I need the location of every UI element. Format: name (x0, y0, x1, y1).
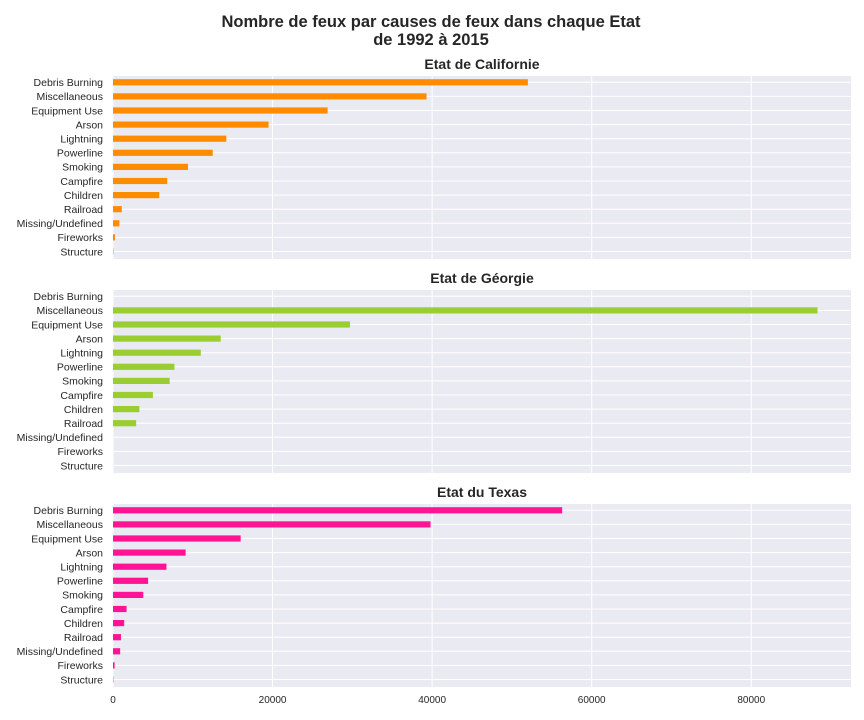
bar-2-campfire (113, 391, 153, 399)
y-tick-label-2-smoking: Smoking (62, 376, 103, 388)
bar-3-fireworks (113, 662, 115, 669)
bar-2-smoking (113, 377, 170, 384)
bar-1-railroad (113, 206, 122, 213)
y-tick-label-3-fireworks: Fireworks (57, 660, 103, 672)
y-tick-label-3-railroad: Railroad (64, 632, 103, 644)
y-tick-label-2-structure: Structure (60, 460, 103, 472)
bar-2-railroad (113, 420, 137, 427)
plot-area-2 (113, 290, 851, 473)
chart-title-line-1: Nombre de feux par causes de feux dans c… (221, 13, 641, 31)
y-tick-label-3-campfire: Campfire (60, 604, 103, 616)
y-tick-label-2-children: Children (64, 404, 103, 416)
y-tick-label-1-fireworks: Fireworks (57, 232, 103, 244)
y-tick-label-2-campfire: Campfire (60, 390, 103, 402)
x-tick-label-4: 80000 (737, 695, 765, 706)
y-tick-label-2-debris-burning: Debris Burning (34, 291, 104, 303)
y-tick-label-1-campfire: Campfire (60, 176, 103, 188)
y-tick-label-1-structure: Structure (60, 246, 103, 258)
x-tick-label-3: 60000 (578, 695, 606, 706)
bar-2-arson (113, 335, 221, 342)
x-tick-label-1: 20000 (259, 695, 287, 706)
bar-3-children (113, 620, 125, 627)
panels: Debris Burning Miscellaneous Equipment Use… (17, 56, 851, 706)
panel-title-1: Etat de Californie (424, 56, 539, 72)
y-tick-label-1-powerline: Powerline (57, 148, 103, 160)
bar-2-lightning (113, 349, 201, 356)
bar-2-miscellaneous (113, 307, 818, 314)
bar-3-debris-burning (113, 507, 563, 514)
bar-1-debris-burning (113, 79, 528, 86)
y-tick-label-3-miscellaneous: Miscellaneous (36, 519, 103, 531)
y-tick-label-3-structure: Structure (60, 674, 103, 686)
bar-3-lightning (113, 563, 167, 570)
y-tick-label-3-equipment-use: Equipment Use (31, 533, 103, 545)
y-tick-label-2-lightning: Lightning (60, 348, 103, 360)
plot-area-3 (113, 504, 851, 687)
y-tick-label-2-arson: Arson (76, 333, 104, 345)
panel-2: Debris Burning Miscellaneous Equipment Use… (17, 270, 851, 473)
bar-1-lightning (113, 135, 227, 142)
y-tick-label-3-smoking: Smoking (62, 590, 103, 602)
panel-title-3: Etat du Texas (437, 484, 527, 500)
plot-area-1 (113, 76, 851, 259)
y-tick-label-3-children: Children (64, 618, 103, 630)
y-tick-label-3-lightning: Lightning (60, 562, 103, 574)
bar-3-powerline (113, 577, 149, 584)
bar-1-powerline (113, 149, 213, 156)
bar-1-miscellaneous (113, 93, 427, 100)
bar-1-equipment-use (113, 107, 328, 114)
bar-1-smoking (113, 163, 188, 170)
y-tick-label-3-powerline: Powerline (57, 576, 103, 588)
y-tick-label-3-missing-undefined: Missing/Undefined (17, 646, 104, 658)
y-tick-label-1-equipment-use: Equipment Use (31, 105, 103, 117)
y-tick-label-2-missing-undefined: Missing/Undefined (17, 432, 104, 444)
chart-title-line-2: de 1992 à 2015 (373, 31, 489, 49)
y-tick-label-1-children: Children (64, 190, 103, 202)
bar-3-campfire (113, 605, 127, 613)
bar-1-campfire (113, 177, 168, 185)
bar-3-miscellaneous (113, 521, 431, 528)
panel-3: Debris Burning Miscellaneous Equipment Use… (17, 484, 851, 687)
bar-3-arson (113, 549, 186, 556)
y-tick-label-2-fireworks: Fireworks (57, 446, 103, 458)
bar-3-railroad (113, 634, 121, 641)
bar-1-arson (113, 121, 269, 128)
y-tick-label-2-railroad: Railroad (64, 418, 103, 430)
bar-1-children (113, 192, 160, 199)
y-tick-label-2-miscellaneous: Miscellaneous (36, 305, 103, 317)
y-tick-label-3-debris-burning: Debris Burning (34, 505, 104, 517)
bar-2-powerline (113, 363, 175, 370)
y-tick-label-1-smoking: Smoking (62, 162, 103, 174)
bar-3-smoking (113, 591, 144, 598)
y-tick-label-2-powerline: Powerline (57, 362, 103, 374)
y-tick-label-1-debris-burning: Debris Burning (34, 77, 104, 89)
y-tick-label-1-arson: Arson (76, 119, 104, 131)
bar-3-equipment-use (113, 535, 241, 542)
y-tick-label-1-lightning: Lightning (60, 134, 103, 146)
y-tick-label-2-equipment-use: Equipment Use (31, 319, 103, 331)
y-tick-label-1-railroad: Railroad (64, 204, 103, 216)
bar-2-equipment-use (113, 321, 350, 328)
panel-title-2: Etat de Géorgie (430, 270, 534, 286)
bar-1-fireworks (113, 234, 115, 241)
y-tick-label-3-arson: Arson (76, 547, 104, 559)
y-tick-label-1-missing-undefined: Missing/Undefined (17, 218, 104, 230)
bar-3-missing-undefined (113, 648, 121, 655)
x-tick-label-2: 40000 (418, 695, 446, 706)
bar-1-missing-undefined (113, 220, 120, 227)
x-tick-label-0: 0 (110, 695, 116, 706)
y-tick-label-1-miscellaneous: Miscellaneous (36, 91, 103, 103)
panel-1: Debris Burning Miscellaneous Equipment Use… (17, 56, 851, 259)
bar-2-children (113, 406, 140, 413)
